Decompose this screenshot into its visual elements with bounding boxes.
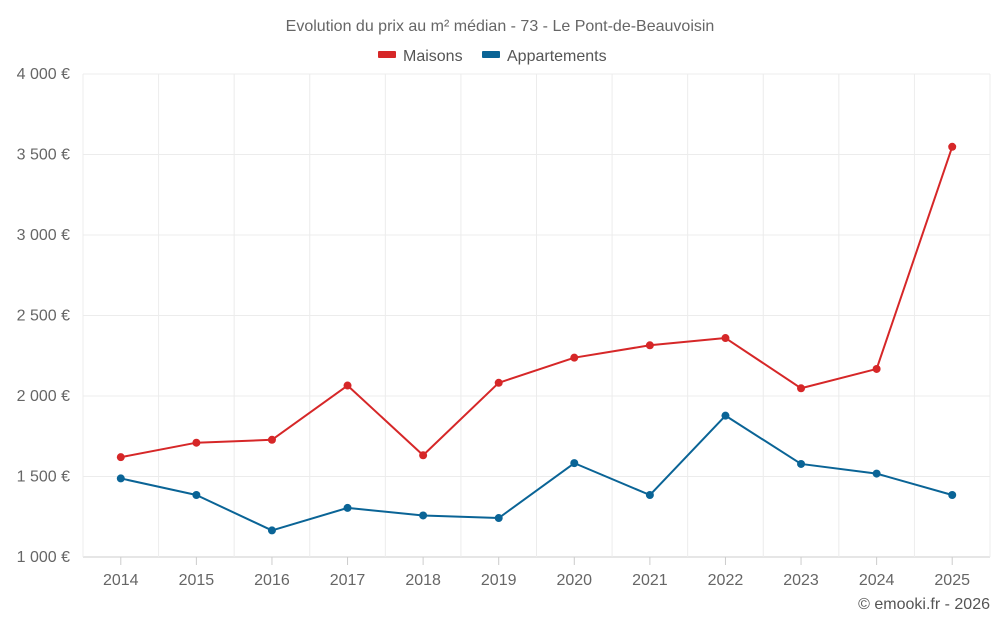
chart-title: Evolution du prix au m² médian - 73 - Le… xyxy=(286,18,715,35)
x-tick-label: 2015 xyxy=(179,572,215,589)
y-tick-label: 1 500 € xyxy=(17,469,70,486)
x-gridlines xyxy=(82,74,991,557)
y-tick-label: 2 000 € xyxy=(17,388,70,405)
x-tick-label: 2018 xyxy=(405,572,441,589)
x-tick-label: 2022 xyxy=(708,572,744,589)
data-point-maisons-2014[interactable] xyxy=(116,453,125,462)
data-point-appartements-2015[interactable] xyxy=(192,491,201,500)
series-line-appartements xyxy=(120,414,953,532)
legend-item-maisons[interactable]: Maisons xyxy=(378,48,463,65)
data-point-appartements-2014[interactable] xyxy=(116,474,125,483)
x-tick-label: 2025 xyxy=(934,572,970,589)
data-point-appartements-2022[interactable] xyxy=(721,411,730,420)
data-point-appartements-2021[interactable] xyxy=(645,491,654,500)
data-point-maisons-2018[interactable] xyxy=(419,451,428,460)
credit-text: © emooki.fr - 2026 xyxy=(858,596,990,613)
data-point-maisons-2023[interactable] xyxy=(797,384,806,393)
series-appartements xyxy=(116,411,957,535)
x-tick-label: 2023 xyxy=(783,572,819,589)
data-point-appartements-2018[interactable] xyxy=(419,511,428,520)
x-tick-label: 2020 xyxy=(556,572,592,589)
data-point-maisons-2025[interactable] xyxy=(948,142,957,151)
data-point-maisons-2017[interactable] xyxy=(343,381,352,390)
legend: Maisons Appartements xyxy=(378,48,607,65)
y-tick-label: 3 000 € xyxy=(17,227,70,244)
data-point-appartements-2025[interactable] xyxy=(948,491,957,500)
legend-label-appartements: Appartements xyxy=(507,48,607,65)
x-tick-label: 2014 xyxy=(103,572,139,589)
data-point-appartements-2017[interactable] xyxy=(343,503,352,512)
series-maisons xyxy=(116,142,957,462)
data-point-maisons-2019[interactable] xyxy=(494,378,503,387)
x-tick-label: 2021 xyxy=(632,572,668,589)
y-tick-label: 3 500 € xyxy=(17,147,70,164)
data-point-maisons-2022[interactable] xyxy=(721,334,730,343)
y-tick-label: 4 000 € xyxy=(17,66,70,83)
data-point-maisons-2015[interactable] xyxy=(192,438,201,447)
data-point-appartements-2016[interactable] xyxy=(267,526,276,535)
y-tick-label: 2 500 € xyxy=(17,308,70,325)
data-point-appartements-2020[interactable] xyxy=(570,459,579,468)
data-point-appartements-2023[interactable] xyxy=(797,459,806,468)
x-tick-label: 2016 xyxy=(254,572,290,589)
y-axis-labels: 1 000 € 1 500 € 2 000 € 2 500 € 3 000 € 3 500… xyxy=(17,66,70,566)
x-tick-label: 2019 xyxy=(481,572,517,589)
data-point-appartements-2024[interactable] xyxy=(872,469,881,478)
x-tick-label: 2017 xyxy=(330,572,366,589)
y-tick-label: 1 000 € xyxy=(17,549,70,566)
legend-item-appartements[interactable]: Appartements xyxy=(482,48,607,65)
data-point-maisons-2020[interactable] xyxy=(570,353,579,362)
series-line-maisons xyxy=(120,146,954,459)
legend-swatch-appartements xyxy=(482,51,500,58)
data-point-appartements-2019[interactable] xyxy=(494,514,503,523)
legend-label-maisons: Maisons xyxy=(403,48,463,65)
legend-swatch-maisons xyxy=(378,51,396,58)
x-axis-labels: 2014 2015 2016 2017 2018 2019 2020 2021 2022 2023… xyxy=(103,557,970,589)
data-point-maisons-2024[interactable] xyxy=(872,364,881,373)
data-point-maisons-2016[interactable] xyxy=(267,435,276,444)
series-layer xyxy=(116,142,957,535)
x-tick-label: 2024 xyxy=(859,572,895,589)
data-point-maisons-2021[interactable] xyxy=(645,341,654,350)
